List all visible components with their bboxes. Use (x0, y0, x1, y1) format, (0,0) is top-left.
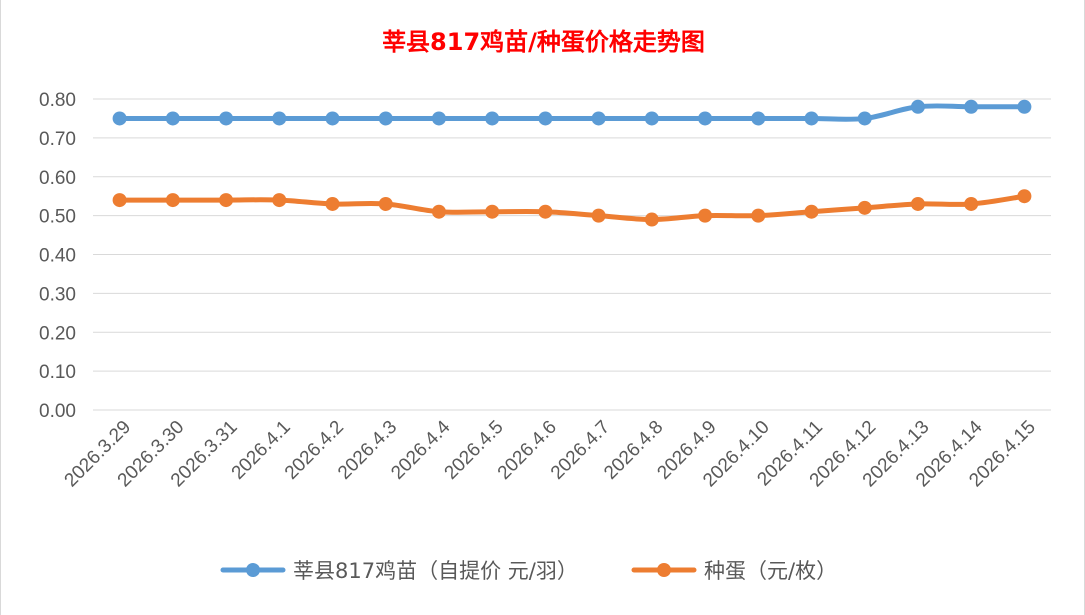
series-2-point (538, 204, 553, 219)
legend-2-label: 种蛋（元/枚） (704, 559, 837, 583)
series-1-point (378, 111, 393, 126)
y-tick-label: 0.80 (39, 90, 76, 111)
series-1-point (698, 111, 713, 126)
series-2-point (804, 204, 819, 219)
series-2-point (112, 193, 127, 208)
y-tick-label: 0.10 (39, 362, 76, 383)
y-tick-label: 0.30 (39, 284, 76, 305)
series-1-point (964, 99, 979, 114)
y-tick-label: 0.60 (39, 168, 76, 189)
series-1-point (325, 111, 340, 126)
series-2-point (698, 208, 713, 223)
series-1-point (112, 111, 127, 126)
chart-title: 莘县817鸡苗/种蛋价格走势图 (382, 28, 705, 56)
series-2-point (219, 193, 234, 208)
series-1-point (538, 111, 553, 126)
series-1-point (644, 111, 659, 126)
y-tick-label: 0.70 (39, 129, 76, 150)
series-2-point (1017, 189, 1032, 204)
series-1-line (117, 103, 1027, 122)
series-2-point (165, 193, 180, 208)
legend-1-swatch-marker (246, 563, 260, 577)
series-2-point (378, 196, 393, 211)
y-tick-label: 0.50 (39, 207, 76, 228)
series-1-point (1017, 99, 1032, 114)
series-1-point (272, 111, 287, 126)
series-2-point (325, 196, 340, 211)
y-tick-label: 0.20 (39, 323, 76, 344)
series-2-point (591, 208, 606, 223)
series-2-point (857, 200, 872, 215)
series-2-point (751, 208, 766, 223)
series-2-point (644, 212, 659, 227)
legend-1-label: 莘县817鸡苗（自提价 元/羽） (293, 559, 578, 583)
series-1-point (165, 111, 180, 126)
series-1-point (431, 111, 446, 126)
series-2-point (910, 196, 925, 211)
series-1-point (485, 111, 500, 126)
series-1-point (804, 111, 819, 126)
legend-2-swatch-marker (657, 563, 671, 577)
y-tick-label: 0.00 (39, 401, 76, 422)
series-2-point (485, 204, 500, 219)
series-1-point (857, 111, 872, 126)
series-1-point (751, 111, 766, 126)
series-1-point (910, 99, 925, 114)
series-1-point (219, 111, 234, 126)
y-tick-label: 0.40 (39, 246, 76, 267)
series-1-point (591, 111, 606, 126)
series-2-point (431, 204, 446, 219)
series-2-point (272, 193, 287, 208)
series-2-point (964, 196, 979, 211)
